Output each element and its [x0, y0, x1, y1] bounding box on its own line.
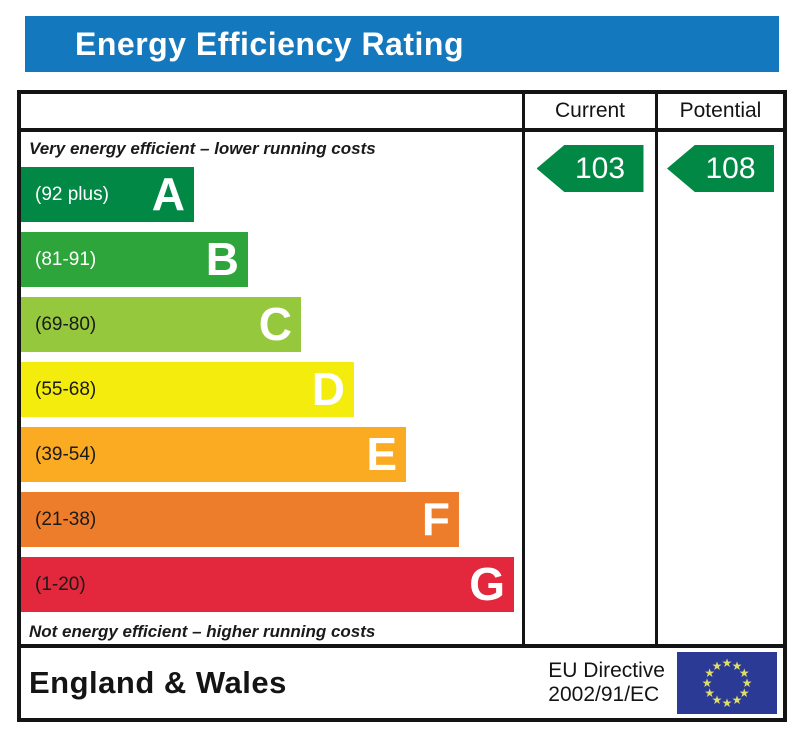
band-row: (1-20) G — [21, 557, 522, 612]
band-letter: E — [366, 427, 397, 480]
band-row: (39-54) E — [21, 427, 522, 482]
band-bar: (55-68) D — [21, 362, 354, 417]
band-range-label: (21-38) — [35, 508, 97, 530]
band-bar: (39-54) E — [21, 427, 406, 482]
current-rating-arrow: 103 — [536, 145, 644, 192]
band-bar: (69-80) C — [21, 297, 301, 352]
band-range-label: (69-80) — [35, 313, 97, 335]
band-bar: (81-91) B — [21, 232, 248, 287]
band-range-label: (92 plus) — [35, 183, 109, 205]
eu-flag-star-icon: ★ — [721, 656, 733, 670]
eu-flag-star-icon: ★ — [738, 666, 750, 680]
header-potential: Potential — [655, 94, 783, 132]
eu-flag-star-icon: ★ — [711, 693, 723, 708]
band-row: (92 plus) A — [21, 167, 522, 222]
eu-flag-star-icon: ★ — [704, 686, 716, 700]
band-bar: (92 plus) A — [21, 167, 194, 222]
eu-flag-star-icon: ★ — [711, 658, 723, 673]
band-bar: (1-20) G — [21, 557, 514, 612]
eu-flag-star-icon: ★ — [721, 696, 733, 710]
title-bar: Energy Efficiency Rating — [25, 16, 779, 72]
band-letter: D — [311, 362, 345, 415]
potential-rating-arrow: 108 — [667, 145, 774, 192]
bottom-caption: Not energy efficient – higher running co… — [29, 622, 376, 641]
eu-flag-star-icon: ★ — [704, 666, 716, 680]
header-chart-spacer — [21, 94, 522, 132]
current-column: 103 — [522, 132, 655, 648]
band-letter: G — [469, 557, 505, 610]
footer-row: England & Wales EU Directive 2002/91/EC … — [21, 648, 783, 718]
rating-table: Current Potential Very energy efficient … — [17, 90, 787, 722]
top-caption: Very energy efficient – lower running co… — [29, 139, 376, 158]
region-label: England & Wales — [29, 665, 287, 700]
eu-flag-star-icon: ★ — [701, 676, 713, 690]
footer-right: EU Directive 2002/91/EC ★ ★ ★ ★ ★ ★ ★ ★ ★ ★ ★ ★ — [548, 652, 777, 714]
eu-flag-icon: ★ ★ ★ ★ ★ ★ ★ ★ ★ ★ ★ ★ — [677, 652, 777, 714]
current-rating-value: 103 — [574, 151, 626, 185]
band-range-label: (55-68) — [35, 378, 97, 400]
eu-flag-star-icon: ★ — [731, 658, 743, 673]
band-letter: F — [421, 492, 450, 545]
band-letter: B — [205, 232, 239, 285]
band-bar: (21-38) F — [21, 492, 459, 547]
potential-rating-value: 108 — [705, 151, 756, 185]
band-letter: C — [258, 297, 292, 350]
eu-directive-line1: EU Directive — [548, 659, 665, 682]
band-row: (81-91) B — [21, 232, 522, 287]
band-row: (69-80) C — [21, 297, 522, 352]
page-title: Energy Efficiency Rating — [75, 25, 464, 62]
eu-directive-line2: 2002/91/EC — [548, 683, 660, 706]
band-letter: A — [151, 167, 185, 220]
eu-flag-star-icon: ★ — [741, 676, 753, 690]
eu-flag-star-icon: ★ — [738, 686, 750, 700]
band-range-label: (1-20) — [35, 573, 86, 595]
eu-directive-label: EU Directive 2002/91/EC — [548, 659, 665, 707]
potential-column: 108 — [655, 132, 783, 648]
eu-flag-star-icon: ★ — [731, 693, 743, 708]
band-range-label: (81-91) — [35, 248, 97, 270]
band-row: (55-68) D — [21, 362, 522, 417]
band-range-label: (39-54) — [35, 443, 97, 465]
band-chart-area: Very energy efficient – lower running co… — [21, 132, 522, 648]
header-current: Current — [522, 94, 655, 132]
bands: (92 plus) A (81-91) B (69-80) C (55-68) … — [21, 167, 522, 612]
band-row: (21-38) F — [21, 492, 522, 547]
